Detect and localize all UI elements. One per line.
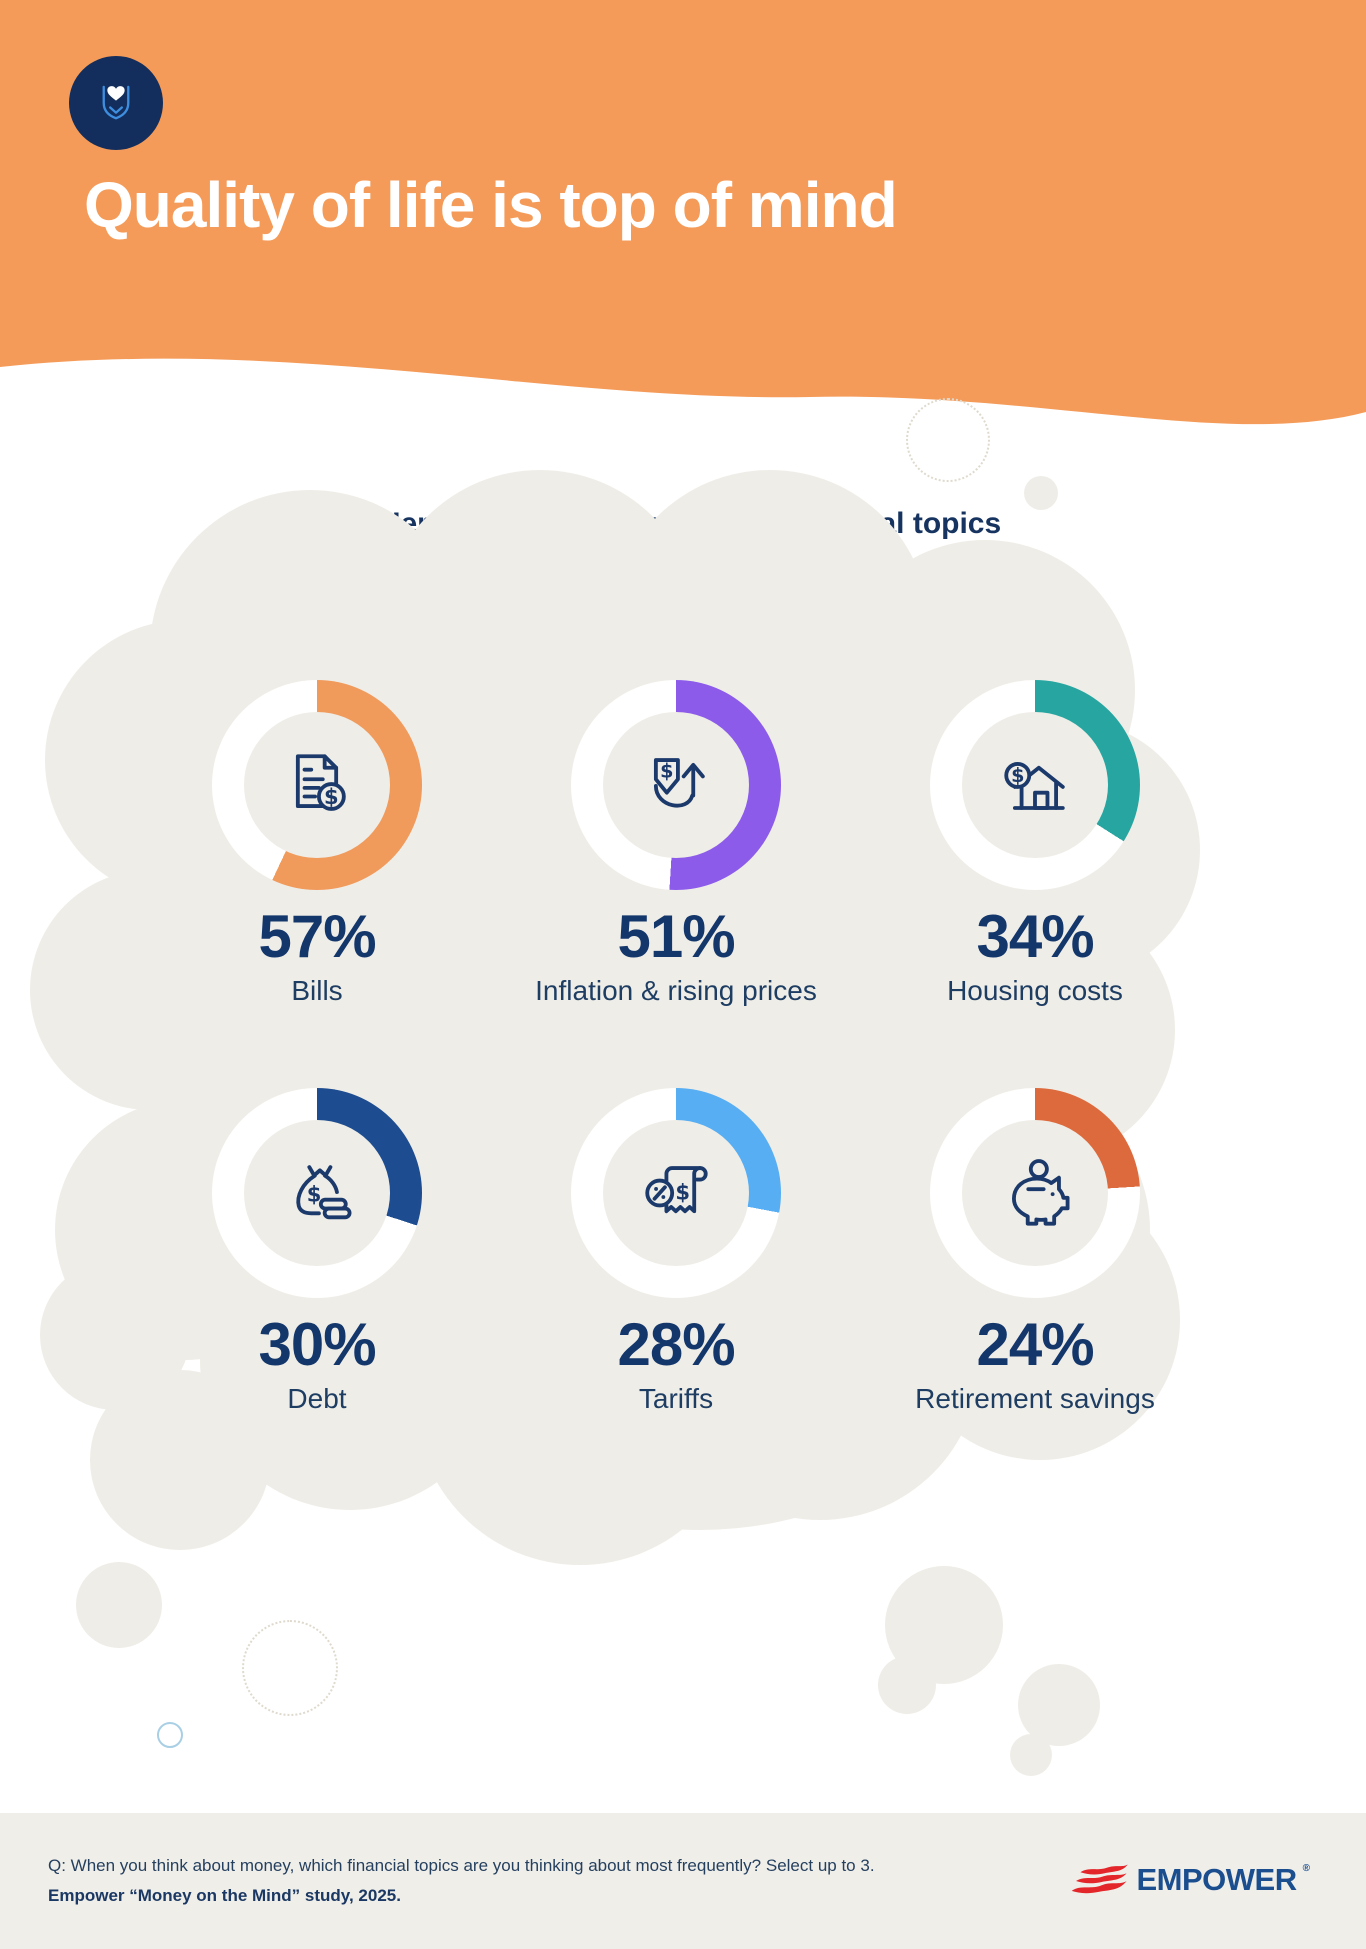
stat-card-tariffs: $ 28% Tariffs xyxy=(496,1088,856,1415)
donut-chart-inflation: $ xyxy=(571,680,781,890)
stat-value: 28% xyxy=(617,1311,735,1378)
house-dollar-icon: $ xyxy=(1004,762,1065,810)
stat-label: Inflation & rising prices xyxy=(535,975,817,1006)
stat-value: 30% xyxy=(258,1311,376,1378)
thought-bubble-small xyxy=(1018,1664,1100,1746)
empower-flag-icon xyxy=(1071,1864,1128,1894)
thought-bubble-large-lobe xyxy=(878,1656,936,1714)
stat-card-housing: $ 34% Housing costs xyxy=(855,680,1215,1007)
footer-source: Empower “Money on the Mind” study, 2025. xyxy=(48,1886,401,1905)
stat-card-debt: $ 30% Debt xyxy=(137,1088,497,1415)
price-rising-icon: $ xyxy=(653,758,705,808)
bill-invoice-icon: $ xyxy=(295,754,346,811)
stat-card-inflation: $ 51% Inflation & rising prices xyxy=(496,680,856,1007)
stat-card-bills: $ 57% Bills xyxy=(137,680,497,1007)
thought-bubble-small-lobe xyxy=(1010,1734,1052,1776)
page-title: Quality of life is top of mind xyxy=(84,169,898,241)
stat-value: 24% xyxy=(976,1311,1094,1378)
dotted-circle-bottom-left xyxy=(242,1620,338,1716)
svg-text:$: $ xyxy=(675,1180,690,1205)
hands-holding-heart-icon xyxy=(69,56,163,150)
header-background-wave xyxy=(0,0,1366,425)
receipt-percent-icon: $ xyxy=(645,1166,708,1214)
stat-label: Retirement savings xyxy=(915,1383,1155,1414)
svg-text:$: $ xyxy=(660,759,673,782)
donut-chart-tariffs: $ xyxy=(571,1088,781,1298)
stat-value: 51% xyxy=(617,903,735,970)
money-bag-icon: $ xyxy=(296,1165,352,1220)
empower-logo: EMPOWER ® xyxy=(1065,1861,1310,1901)
svg-text:$: $ xyxy=(1011,764,1024,787)
dotted-circle-top-right xyxy=(906,398,990,482)
teal-ring-bottom-left xyxy=(157,1722,183,1748)
stat-label: Bills xyxy=(291,975,343,1006)
footer: Q: When you think about money, which fin… xyxy=(0,1813,1366,1949)
donut-chart-bills: $ xyxy=(212,680,422,890)
donut-chart-retirement xyxy=(930,1088,1140,1298)
svg-text:$: $ xyxy=(324,784,339,809)
svg-text:$: $ xyxy=(307,1182,322,1207)
footer-text: Q: When you think about money, which fin… xyxy=(48,1851,875,1911)
stat-label: Tariffs xyxy=(638,1383,714,1414)
stat-value: 34% xyxy=(976,903,1094,970)
beige-dot-top-right xyxy=(1024,476,1058,510)
stat-value: 57% xyxy=(258,903,376,970)
stat-label: Housing costs xyxy=(947,975,1123,1006)
footer-question: Q: When you think about money, which fin… xyxy=(48,1856,875,1875)
donut-chart-debt: $ xyxy=(212,1088,422,1298)
piggy-bank-icon xyxy=(1012,1159,1070,1226)
thought-bubble-left xyxy=(76,1562,162,1648)
stat-label: Debt xyxy=(287,1383,347,1414)
registered-mark: ® xyxy=(1302,1863,1310,1874)
donut-chart-housing: $ xyxy=(930,680,1140,890)
stat-card-retirement: 24% Retirement savings xyxy=(855,1088,1215,1415)
empower-wordmark: EMPOWER xyxy=(1136,1862,1298,1897)
